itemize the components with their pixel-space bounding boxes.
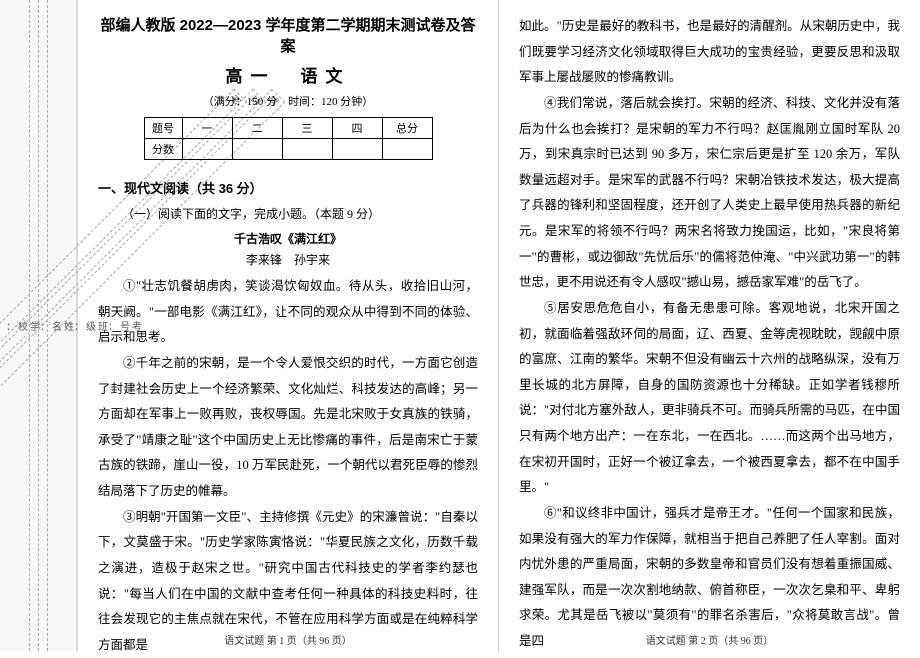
paragraph: ④我们常说，落后就会挨打。宋朝的经济、科技、文化并没有落后为什么也会挨打？是宋朝…: [519, 91, 900, 296]
score-cell: [232, 139, 282, 160]
margin-seal-labels: 线 封 密: [1, 0, 58, 651]
section-1-sub: （一）阅读下面的文字，完成小题。（本题 9 分）: [122, 205, 478, 222]
score-header: 总分: [382, 118, 432, 139]
paragraph: ①"壮志饥餐胡虏肉，笑谈渴饮匈奴血。待从头，收拾旧山河，朝天阙。"一部电影《满江…: [98, 274, 478, 351]
page-2: 如此。"历史是最好的教科书，也是最好的清醒剂。从宋朝历史中，我们既要学习经济文化…: [499, 0, 920, 651]
section-1-head: 一、现代文阅读（共 36 分）: [98, 178, 478, 197]
page-footer: 语文试题 第 2 页（共 96 页）: [499, 632, 920, 647]
paragraph: ⑤居安思危危自小，有备无患患可除。客观地说，北宋开国之初，就面临着强敌环伺的局面…: [519, 296, 900, 501]
score-cell: [332, 139, 382, 160]
score-header: 三: [282, 118, 332, 139]
title-block: 部编人教版 2022—2023 学年度第二学期期末测试卷及答案 高一 语文 （满…: [98, 14, 478, 172]
paragraph: ②千年之前的宋朝，是一个令人爱恨交织的时代，一方面它创造了封建社会历史上一个经济…: [98, 351, 478, 505]
score-table: 题号 一 二 三 四 总分 分数: [144, 117, 433, 160]
paragraph: 如此。"历史是最好的教科书，也是最好的清醒剂。从宋朝历史中，我们既要学习经济文化…: [519, 14, 900, 91]
page-footer: 语文试题 第 1 页（共 96 页）: [78, 632, 498, 647]
score-row-label: 分数: [144, 139, 182, 160]
essay-author: 李来锋 孙宇来: [98, 251, 478, 268]
score-header: 题号: [144, 118, 182, 139]
score-cell: [282, 139, 332, 160]
score-header: 四: [332, 118, 382, 139]
sub-title: 高一 语文: [98, 62, 478, 87]
page-1: 部编人教版 2022—2023 学年度第二学期期末测试卷及答案 高一 语文 （满…: [78, 0, 499, 651]
score-header: 二: [232, 118, 282, 139]
exam-meta: （满分：150 分 时间：120 分钟）: [98, 93, 478, 109]
main-title: 部编人教版 2022—2023 学年度第二学期期末测试卷及答案: [98, 14, 478, 56]
essay-title: 千古浩叹《满江红》: [98, 230, 478, 247]
content-area: 部编人教版 2022—2023 学年度第二学期期末测试卷及答案 高一 语文 （满…: [78, 0, 920, 651]
score-cell: [382, 139, 432, 160]
score-header: 一: [182, 118, 232, 139]
binding-margin: 考号： 班级： 姓名： 学校： 线 封 密: [0, 0, 78, 651]
score-cell: [182, 139, 232, 160]
